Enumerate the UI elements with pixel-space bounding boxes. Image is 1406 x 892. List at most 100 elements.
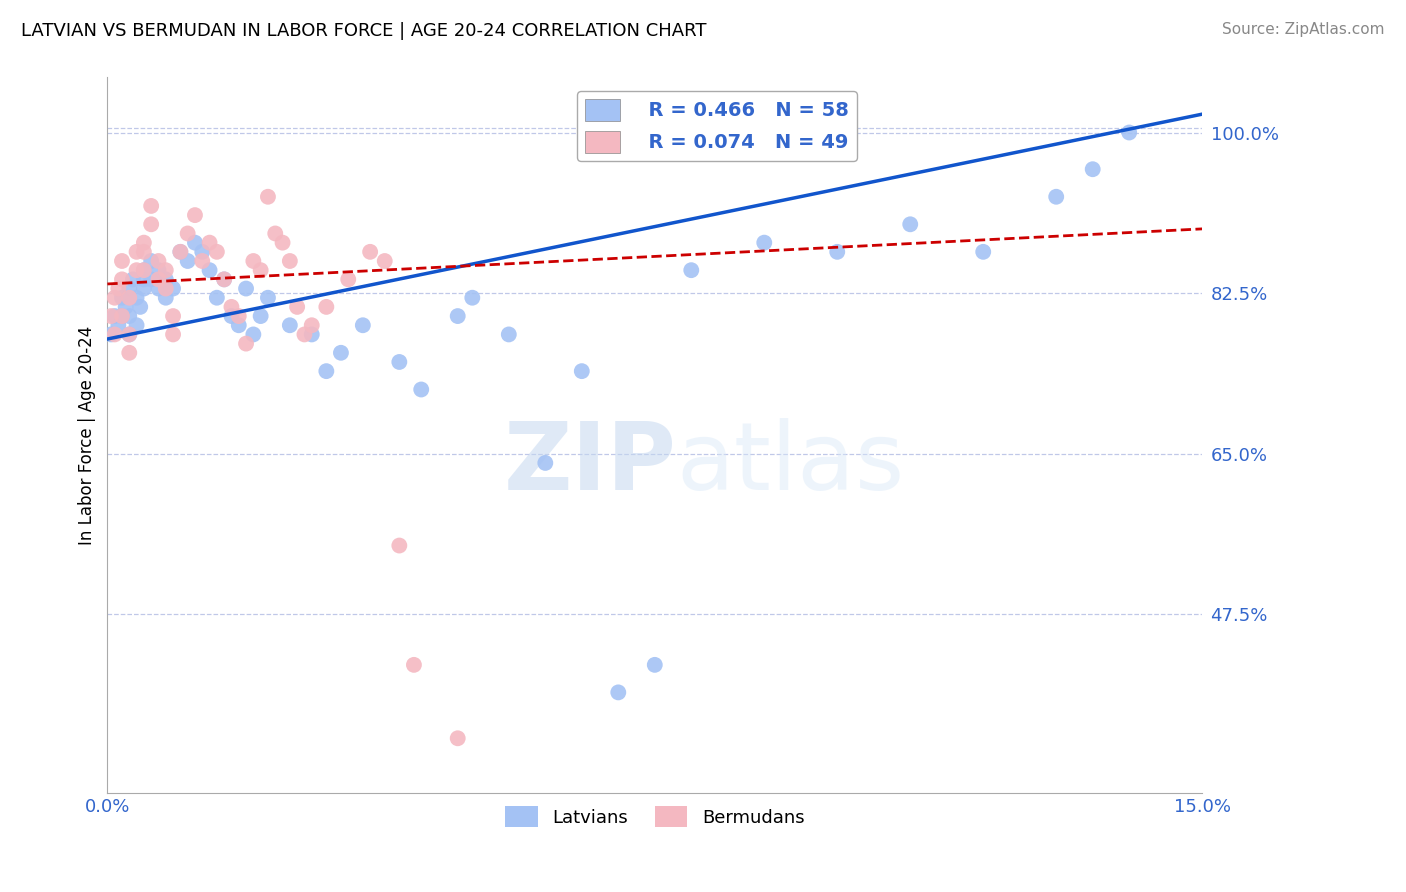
Point (235, 281, 257, 295)
Point (278, 318, 301, 333)
Point (162, 309, 184, 323)
Point (155, 291, 177, 305)
Point (257, 291, 280, 305)
Point (534, 456, 557, 470)
Point (205, 291, 228, 305)
Point (352, 318, 374, 333)
Point (162, 327, 184, 342)
Legend: Latvians, Bermudans: Latvians, Bermudans (498, 799, 811, 834)
Point (100, 327, 122, 342)
Point (337, 272, 360, 286)
Point (148, 254, 170, 268)
Point (107, 281, 129, 295)
Point (1045, 190, 1067, 204)
Point (125, 291, 148, 305)
Point (972, 244, 994, 259)
Point (447, 309, 470, 323)
Point (155, 272, 177, 286)
Point (191, 254, 214, 268)
Point (100, 309, 122, 323)
Point (132, 244, 155, 259)
Point (169, 244, 191, 259)
Point (681, 263, 703, 277)
Text: ZIP: ZIP (503, 418, 676, 510)
Point (294, 327, 316, 342)
Point (176, 227, 198, 241)
Point (104, 309, 127, 323)
Point (374, 254, 396, 268)
Point (176, 254, 198, 268)
Point (118, 327, 141, 342)
Point (148, 281, 170, 295)
Point (315, 300, 337, 314)
Point (212, 272, 235, 286)
Point (125, 244, 148, 259)
Point (301, 318, 323, 333)
Point (285, 300, 308, 314)
Point (607, 685, 630, 699)
Point (1118, 126, 1140, 140)
Point (198, 235, 221, 250)
Point (301, 327, 323, 342)
Point (184, 235, 207, 250)
Point (498, 327, 520, 342)
Point (132, 281, 155, 295)
Point (235, 336, 257, 351)
Point (257, 190, 280, 204)
Point (329, 346, 352, 360)
Point (107, 318, 129, 333)
Point (388, 539, 411, 553)
Point (125, 318, 148, 333)
Point (411, 383, 433, 397)
Point (205, 244, 228, 259)
Point (571, 364, 593, 378)
Point (141, 217, 163, 231)
Point (402, 657, 425, 672)
Point (104, 327, 127, 342)
Point (118, 346, 141, 360)
Point (155, 263, 177, 277)
Point (388, 355, 411, 369)
Point (141, 199, 163, 213)
Point (111, 291, 134, 305)
Point (644, 657, 666, 672)
Point (141, 272, 163, 286)
Point (118, 309, 141, 323)
Point (754, 235, 776, 250)
Text: LATVIAN VS BERMUDAN IN LABOR FORCE | AGE 20-24 CORRELATION CHART: LATVIAN VS BERMUDAN IN LABOR FORCE | AGE… (21, 22, 707, 40)
Point (898, 217, 921, 231)
Point (141, 254, 163, 268)
Point (132, 235, 155, 250)
Point (315, 364, 337, 378)
Point (212, 272, 235, 286)
Y-axis label: In Labor Force | Age 20-24: In Labor Force | Age 20-24 (79, 326, 96, 545)
Point (132, 263, 155, 277)
Point (111, 272, 134, 286)
Point (111, 309, 134, 323)
Point (447, 731, 470, 746)
Point (132, 272, 155, 286)
Point (228, 318, 250, 333)
Point (114, 300, 136, 314)
Point (132, 263, 155, 277)
Point (264, 227, 287, 241)
Point (242, 254, 264, 268)
Point (228, 309, 250, 323)
Point (162, 281, 184, 295)
Point (122, 272, 145, 286)
Point (129, 300, 152, 314)
Point (461, 291, 484, 305)
Point (359, 244, 381, 259)
Point (242, 327, 264, 342)
Point (271, 235, 294, 250)
Point (148, 272, 170, 286)
Point (118, 327, 141, 342)
Point (249, 263, 271, 277)
Point (198, 263, 221, 277)
Point (169, 244, 191, 259)
Point (825, 244, 848, 259)
Point (278, 254, 301, 268)
Point (221, 309, 243, 323)
Point (111, 254, 134, 268)
Point (118, 281, 141, 295)
